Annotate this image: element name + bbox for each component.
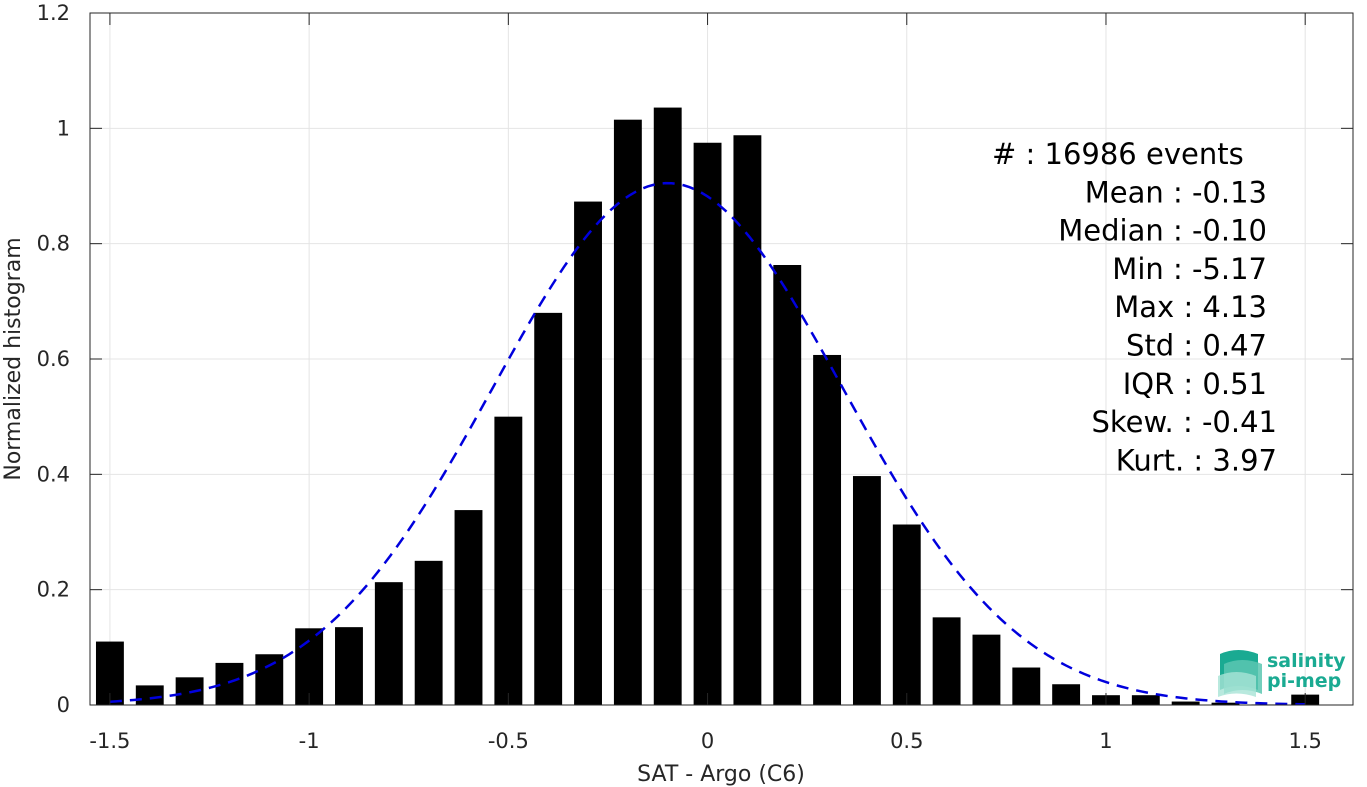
gaussian-fit-curve <box>109 181 1306 706</box>
histogram-bar <box>1131 695 1160 705</box>
histogram-bar <box>852 476 881 705</box>
y-tick-label: 1.2 <box>37 1 70 25</box>
x-tick-label: 0 <box>701 729 714 753</box>
y-tick-label: 1 <box>57 116 70 140</box>
stat-line: Min : -5.17 <box>1112 252 1267 286</box>
y-axis-label: Normalized histogram <box>1 237 26 480</box>
histogram-bar <box>494 416 523 705</box>
histogram-bar <box>892 524 921 705</box>
histogram-bar <box>972 634 1001 705</box>
y-tick-label: 0.4 <box>37 462 70 486</box>
stat-line: Median : -0.10 <box>1058 214 1267 248</box>
y-tick-label: 0.6 <box>37 347 70 371</box>
histogram-bar <box>773 265 802 705</box>
wave-layers-icon <box>1218 650 1262 697</box>
histogram-bar <box>255 654 284 705</box>
histogram-bar <box>374 582 403 705</box>
stat-line: Kurt. : 3.97 <box>1116 443 1277 477</box>
histogram-bar <box>693 142 722 705</box>
y-tick-label: 0 <box>57 693 70 717</box>
x-tick-label: 1.5 <box>1288 729 1321 753</box>
x-tick-label: -0.5 <box>488 729 529 753</box>
stat-line: Skew. : -0.41 <box>1091 405 1277 439</box>
histogram-bar <box>215 662 244 705</box>
statistics-annotation: # : 16986 events Mean : -0.13 Median : -0.… <box>992 137 1277 477</box>
histogram-bar <box>1012 667 1041 705</box>
histogram-bar <box>932 617 961 705</box>
stat-line: IQR : 0.51 <box>1123 367 1267 401</box>
histogram-bar <box>733 135 762 706</box>
histogram-bar <box>613 119 642 705</box>
y-tick-labels: 0 0.2 0.4 0.6 0.8 1 1.2 <box>37 1 70 717</box>
x-tick-label: 0.5 <box>890 729 923 753</box>
y-tick-label: 0.8 <box>37 232 70 256</box>
histogram-bar <box>1211 702 1240 705</box>
logo-line1: salinity <box>1267 650 1346 672</box>
logo-line2: pi-mep <box>1267 670 1341 692</box>
histogram-bar <box>335 627 363 705</box>
histogram-bar <box>414 560 443 705</box>
histogram-bars <box>95 107 1320 706</box>
histogram-bar <box>813 354 842 705</box>
stat-line: Mean : -0.13 <box>1085 175 1267 209</box>
x-tick-label: -1 <box>299 729 320 753</box>
histogram-bar <box>1171 701 1200 705</box>
x-tick-labels: -1.5 -1 -0.5 0 0.5 1 1.5 <box>89 729 1321 753</box>
histogram-bar <box>135 685 164 705</box>
stat-line: Max : 4.13 <box>1114 290 1267 324</box>
x-tick-label: -1.5 <box>89 729 130 753</box>
x-axis-label: SAT - Argo (C6) <box>637 762 805 787</box>
histogram-bar <box>653 107 682 705</box>
histogram-bar <box>454 510 483 705</box>
histogram-bar <box>534 312 563 705</box>
histogram-bar <box>574 201 602 705</box>
histogram-bar <box>1052 684 1081 705</box>
salinity-pi-mep-logo: salinity pi-mep <box>1218 650 1346 697</box>
stat-events: # : 16986 events <box>992 137 1244 171</box>
axis-ticks <box>90 12 1353 706</box>
stat-line: Std : 0.47 <box>1126 329 1267 363</box>
x-tick-label: 1 <box>1099 729 1112 753</box>
y-tick-label: 0.2 <box>37 578 70 602</box>
